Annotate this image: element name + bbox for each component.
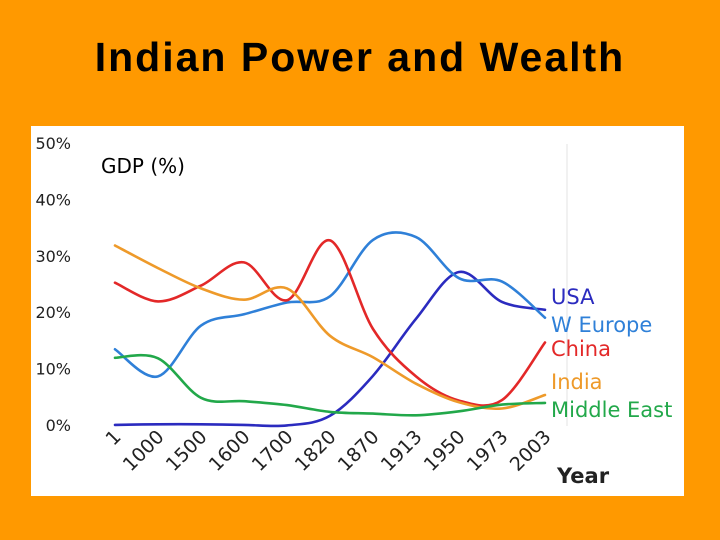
legend-label-w-europe: W Europe	[551, 313, 652, 337]
x-tick-label: 2003	[506, 426, 556, 476]
series-line-middle-east	[113, 353, 547, 417]
chart-panel: GDP (%) 0% 10% 20% 30% 40% 50% 1 1000 1500 1600 1…	[31, 126, 684, 496]
x-tick-label: 1500	[162, 426, 212, 476]
y-tick-label: 30%	[35, 247, 71, 266]
y-axis: 0% 10% 20% 30% 40% 50%	[35, 134, 71, 435]
gdp-line-chart: GDP (%) 0%10%20%30%40%50% 11000150016001…	[35, 134, 672, 488]
x-axis-title: Year	[556, 464, 610, 488]
x-tick-label: 1973	[463, 426, 513, 476]
x-axis: 1100015001600170018201870191319501973200…	[101, 426, 555, 476]
legend-label-usa: USA	[551, 285, 595, 309]
slide-title: Indian Power and Wealth	[94, 34, 626, 80]
chart-title: GDP (%)	[101, 154, 185, 178]
series-line-usa	[113, 270, 547, 428]
y-tick-label: 10%	[35, 360, 71, 379]
x-tick-label: 1600	[205, 426, 255, 476]
series-lines	[113, 231, 547, 428]
y-tick-label: 0%	[46, 416, 71, 435]
x-tick-label: 1950	[420, 426, 470, 476]
x-tick-label: 1700	[248, 426, 298, 476]
x-tick-label: 1913	[377, 426, 427, 476]
series-line-w-europe	[113, 231, 547, 378]
y-tick-label: 40%	[35, 190, 71, 209]
legend-label-india: India	[551, 370, 603, 394]
series-line-china	[113, 239, 547, 407]
x-tick-label: 1000	[119, 426, 169, 476]
legend-label-middle-east: Middle East	[551, 398, 672, 422]
y-tick-label: 50%	[35, 134, 71, 153]
y-tick-label: 20%	[35, 303, 71, 322]
legend-label-china: China	[551, 337, 611, 361]
x-tick-label: 1820	[291, 426, 341, 476]
x-tick-label: 1870	[334, 426, 384, 476]
series-line-india	[113, 244, 547, 411]
x-tick-label: 1	[101, 426, 125, 450]
